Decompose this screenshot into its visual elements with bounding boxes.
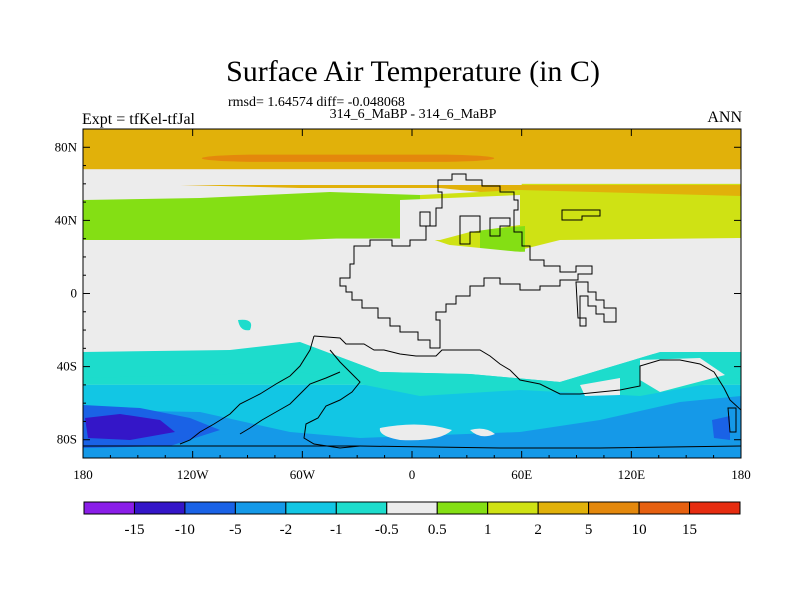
x-tick-label: 120E bbox=[618, 467, 646, 482]
colorbar-box bbox=[285, 501, 337, 515]
field-shape-5 bbox=[83, 238, 741, 382]
colorbar-label: 0.5 bbox=[428, 522, 447, 538]
colorbar-label: 5 bbox=[585, 522, 593, 538]
colorbar-label: -0.5 bbox=[375, 522, 399, 538]
x-tick-label: 0 bbox=[409, 467, 416, 482]
colorbar-box bbox=[133, 501, 186, 515]
colorbar-label: -2 bbox=[280, 522, 293, 538]
y-tick-label: 80S bbox=[57, 432, 77, 447]
contour-region-5-to-10 bbox=[201, 154, 495, 162]
colorbar-box bbox=[638, 501, 691, 515]
season-label: ANN bbox=[707, 109, 742, 126]
x-tick-label: 180 bbox=[73, 467, 93, 482]
coastline-2 bbox=[459, 215, 481, 245]
y-tick-label: 40N bbox=[55, 212, 78, 227]
colorbar-box bbox=[234, 501, 287, 515]
colorbar-label: 15 bbox=[682, 522, 697, 538]
field-shape-10 bbox=[83, 396, 741, 458]
field-shape-14 bbox=[379, 424, 452, 441]
y-tick-label: 80N bbox=[55, 139, 78, 154]
field-shape-13 bbox=[238, 319, 252, 331]
continent-outlines bbox=[83, 173, 741, 449]
colorbar-box bbox=[335, 501, 388, 515]
coastline-0 bbox=[339, 173, 593, 349]
colorbar-box bbox=[436, 501, 489, 515]
x-tick-label: 60W bbox=[290, 467, 316, 482]
colorbar-label: -15 bbox=[124, 522, 144, 538]
colorbar-box bbox=[588, 501, 640, 515]
y-tick-label: 0 bbox=[71, 286, 78, 301]
map-axes: 180 120W 60W 0 60E 120E 180 80N 40N 0 40S 80S bbox=[55, 129, 751, 482]
colorbar-label: 10 bbox=[632, 522, 647, 538]
coastline-3 bbox=[489, 217, 511, 237]
coastline-11 bbox=[727, 407, 737, 433]
field-shape-12 bbox=[85, 414, 175, 440]
stats-line: rmsd= 1.64574 diff= -0.048068 bbox=[228, 95, 405, 110]
colorbar-box bbox=[83, 501, 135, 515]
field-shape-15 bbox=[470, 428, 495, 437]
coastline-9 bbox=[239, 371, 341, 435]
colorbar-label: -5 bbox=[229, 522, 242, 538]
field-shape-1 bbox=[83, 192, 420, 240]
x-tick-label: 60E bbox=[511, 467, 532, 482]
field-shape-6 bbox=[83, 342, 741, 396]
y-tick-label: 40S bbox=[57, 359, 77, 374]
colorbar-box bbox=[386, 501, 438, 515]
coastline-7 bbox=[179, 335, 315, 445]
colorbar-label: 2 bbox=[534, 522, 542, 538]
field-shape-16 bbox=[300, 414, 340, 427]
chart-title: Surface Air Temperature (in C) bbox=[226, 55, 600, 88]
coastline-5 bbox=[575, 281, 617, 327]
colorbar-box bbox=[487, 501, 539, 515]
chart-subtitle: 314_6_MaBP - 314_6_MaBP bbox=[329, 107, 497, 122]
x-tick-label: 120W bbox=[177, 467, 210, 482]
x-tick-label: 180 bbox=[731, 467, 751, 482]
experiment-label: Expt = tfKel-tfJal bbox=[82, 111, 195, 128]
coastline-4 bbox=[561, 209, 601, 221]
colorbar-box bbox=[184, 501, 236, 515]
coastline-10 bbox=[83, 445, 741, 449]
coastline-1 bbox=[419, 211, 431, 227]
colorbar-box bbox=[689, 501, 741, 515]
colorbar-box bbox=[537, 501, 590, 515]
colorbar-label: -1 bbox=[330, 522, 343, 538]
coastline-8 bbox=[303, 349, 361, 449]
colorbar-label: 1 bbox=[484, 522, 492, 538]
colorbar-label: -10 bbox=[175, 522, 195, 538]
coastline-6 bbox=[313, 335, 741, 411]
field-shape-17 bbox=[712, 416, 730, 440]
